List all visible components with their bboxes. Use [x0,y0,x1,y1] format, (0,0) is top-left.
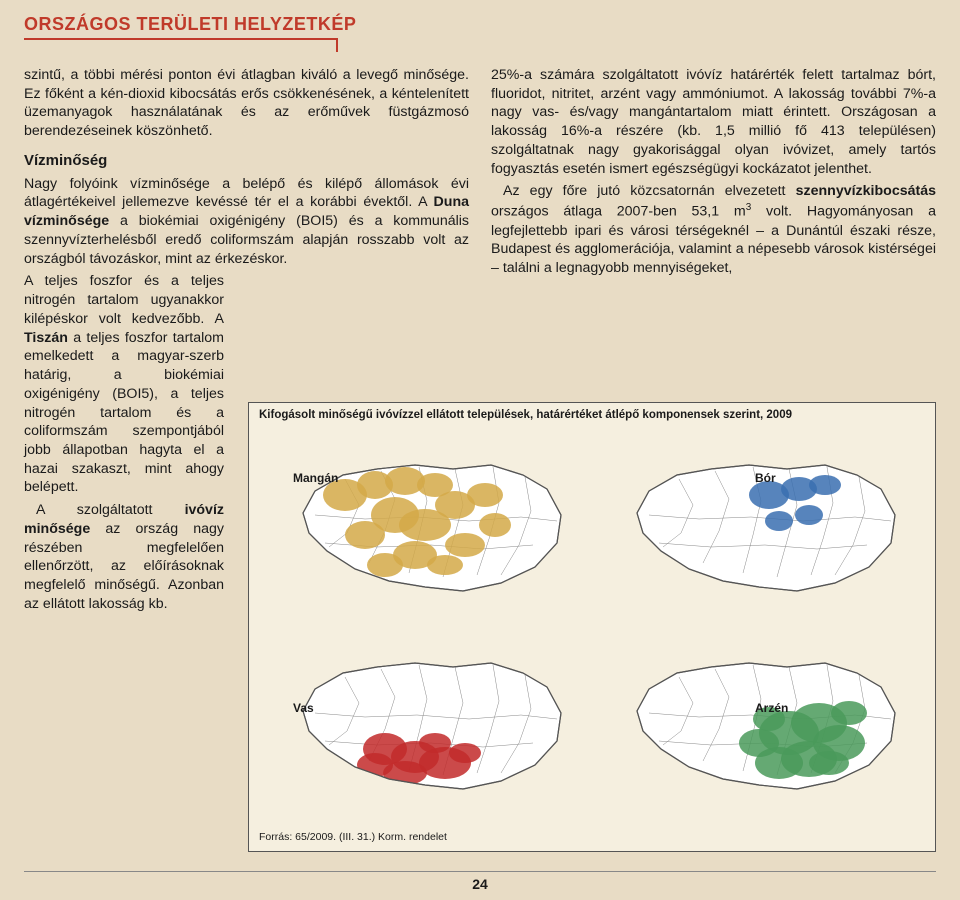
map-mangán [285,435,585,610]
map-bór [619,435,919,610]
page-header-title: ORSZÁGOS TERÜLETI HELYZETKÉP [24,14,356,35]
figure-source: Forrás: 65/2009. (III. 31.) Korm. rendel… [259,831,447,843]
text: a teljes foszfor tartalom emelkedett a m… [24,330,224,496]
map-arzén [619,633,919,808]
text: Nagy folyóink vízminősége a belépő és ki… [24,176,469,211]
bold-text: Tiszán [24,330,68,346]
map-label-bór: Bór [755,471,776,485]
footer-rule [24,871,936,872]
figure-title: Kifogásolt minőségű ivóvízzel ellátott t… [259,409,925,421]
para: Az egy főre jutó közcsatornán elvezetett… [491,182,936,277]
header-vertical-rule [336,38,338,52]
para: 25%-a számára szolgáltatott ivóvíz határ… [491,66,936,178]
bold-text: szennyvízkibocsátás [796,183,936,199]
figure-maps: Kifogásolt minőségű ivóvízzel ellátott t… [248,402,936,852]
header-rule-right [324,38,336,40]
para: A teljes foszfor és a teljes nitrogén ta… [24,272,224,497]
para: szintű, a többi mérési ponton évi átlagb… [24,66,469,141]
text: A szolgáltatott [36,502,185,518]
narrow-text-block: A teljes foszfor és a teljes nitrogén ta… [24,272,224,613]
map-vas [285,633,585,808]
subheading-vizminoseg: Vízminőség [24,151,469,171]
map-label-vas: Vas [293,701,314,715]
text: országos átlaga 2007-ben 53,1 m [491,204,746,220]
para: Nagy folyóink vízminősége a belépő és ki… [24,175,469,269]
header-rule [24,38,324,40]
text: Az egy főre jutó közcsatornán elvezetett [503,183,796,199]
page-number: 24 [0,876,960,892]
text: A teljes foszfor és a teljes nitrogén ta… [24,273,224,326]
map-label-arzén: Arzén [755,701,788,715]
map-label-mangán: Mangán [293,471,338,485]
para: A szolgáltatott ivóvíz minősége az orszá… [24,501,224,613]
